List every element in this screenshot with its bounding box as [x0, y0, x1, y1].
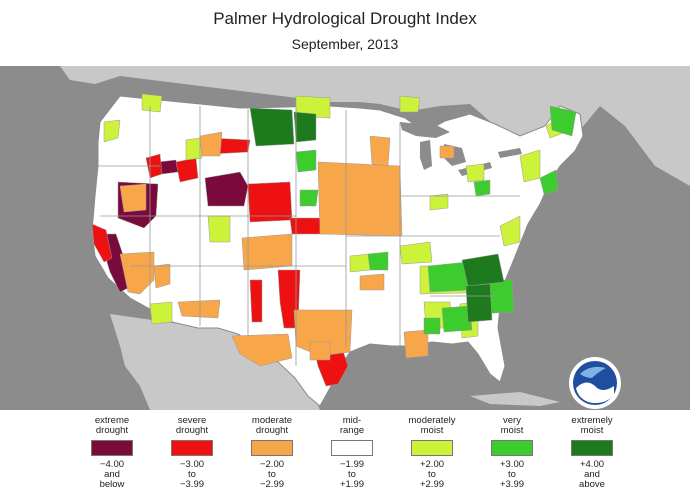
legend-item-extreme-drought: extreme drought −4.00 and below	[72, 410, 152, 490]
legend-swatch	[91, 440, 133, 456]
legend-item-extremely-moist: extremely moist +4.00 and above	[552, 410, 632, 490]
legend-range: −1.99 to +1.99	[339, 459, 365, 490]
map-canvas	[0, 66, 690, 410]
legend-range: +3.00 to +3.99	[499, 459, 525, 490]
legend-label: extremely moist	[571, 415, 613, 436]
legend-label: mid-range	[339, 415, 365, 436]
drought-map: National Climatic Data Center	[0, 66, 690, 424]
legend-range: −3.00 to −3.99	[179, 459, 205, 490]
legend-item-severe-drought: severe drought −3.00 to −3.99	[152, 410, 232, 490]
legend-item-moderately-moist: moderately moist +2.00 to +2.99	[392, 410, 472, 490]
canada-land	[60, 66, 690, 186]
moderate-drought-regions	[119, 131, 455, 367]
caribbean-land	[470, 392, 560, 406]
lake-michigan	[420, 140, 432, 170]
legend-label: very moist	[500, 415, 524, 436]
legend-item-mid-range: mid-range −1.99 to +1.99	[312, 410, 392, 490]
extremely-moist-regions	[249, 107, 505, 323]
legend-swatch	[171, 440, 213, 456]
legend-label: severe drought	[175, 415, 209, 436]
noaa-logo-graphic	[569, 357, 621, 409]
legend-label: extreme drought	[94, 415, 130, 436]
legend-range: +4.00 and above	[579, 459, 605, 490]
legend-swatch	[251, 440, 293, 456]
legend-swatch	[411, 440, 453, 456]
legend-range: −2.00 to −2.99	[259, 459, 285, 490]
noaa-logo	[568, 356, 622, 410]
legend-item-very-moist: very moist +3.00 to +3.99	[472, 410, 552, 490]
credit-text: National Climatic Data Center	[509, 410, 668, 424]
legend: extreme drought −4.00 and below severe droug…	[0, 410, 690, 490]
legend-range: +2.00 to +2.99	[419, 459, 445, 490]
legend-label: moderately moist	[408, 415, 456, 436]
legend-item-moderate-drought: moderate drought −2.00 to −2.99	[232, 410, 312, 490]
map-title: Palmer Hydrological Drought Index	[213, 9, 477, 28]
legend-range: −4.00 and below	[99, 459, 125, 490]
mexico-land	[110, 314, 320, 410]
header: Palmer Hydrological Drought Index Septem…	[0, 0, 690, 66]
state-borders	[98, 106, 520, 366]
legend-swatch	[491, 440, 533, 456]
lake-superior	[400, 122, 450, 138]
legend-swatch	[571, 440, 613, 456]
lake-ontario	[498, 148, 522, 158]
legend-label: moderate drought	[251, 415, 293, 436]
legend-swatch	[331, 440, 373, 456]
map-subtitle: September, 2013	[291, 36, 399, 52]
